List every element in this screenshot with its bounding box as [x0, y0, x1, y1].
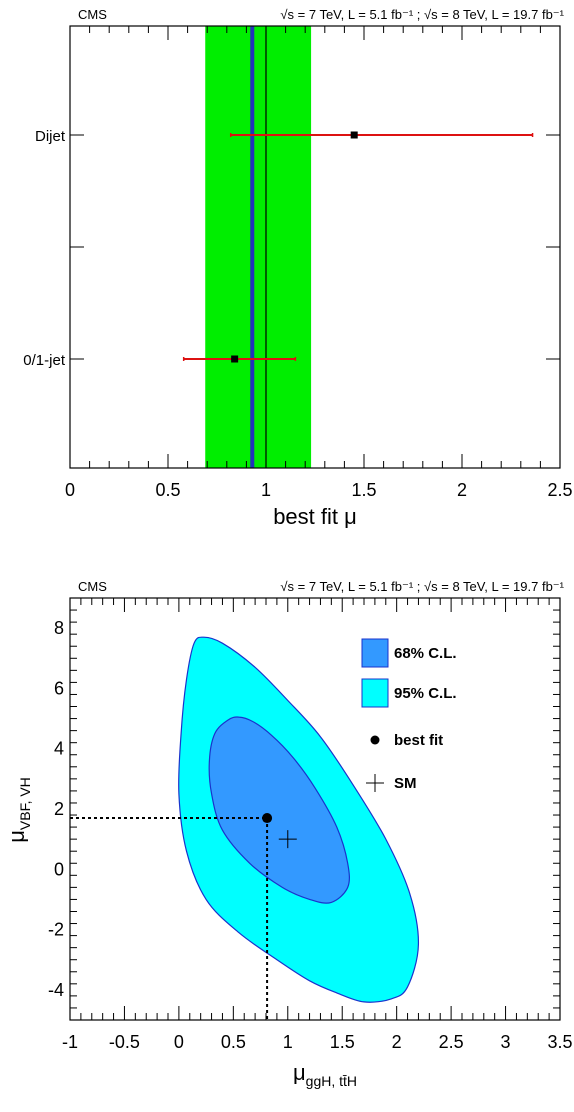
bottom-x-tick-label: 0 [174, 1032, 184, 1052]
top-x-tick-label: 1.5 [351, 480, 376, 500]
legend-swatch-best-fit [370, 735, 380, 745]
top-x-tick-label: 1 [261, 480, 271, 500]
bottom-x-tick-label: 1.5 [330, 1032, 355, 1052]
bottom-y-axis-label: μVBF, VH [4, 777, 33, 843]
best-fit-marker [262, 813, 273, 824]
top-x-tick-label: 2.5 [547, 480, 572, 500]
bottom-y-tick-label: 4 [54, 739, 64, 759]
legend-swatch-95cl [361, 678, 389, 708]
bottom-x-tick-label: -0.5 [109, 1032, 140, 1052]
bottom-y-tick-label: 0 [54, 859, 64, 879]
legend-label-sm: SM [394, 775, 417, 792]
bottom-plot-frame [69, 597, 561, 1021]
bottom-x-tick-label: 0.5 [221, 1032, 246, 1052]
bottom-y-tick-label: 6 [54, 678, 64, 698]
bottom-y-tick-label: -4 [48, 980, 64, 1000]
bottom-x-tick-label: 2 [392, 1032, 402, 1052]
combined-uncertainty-band [205, 26, 312, 468]
legend-label-95-c-l: 95% C.L. [394, 685, 457, 702]
top-x-tick-label: 0 [65, 480, 75, 500]
bottom-y-axis-subscript: VBF, VH [17, 777, 33, 830]
bottom-y-axis-mu: μ [4, 830, 29, 843]
top-cms-label: CMS [78, 7, 107, 22]
legend-label-best-fit: best fit [394, 732, 443, 749]
contour-68cl [208, 716, 350, 904]
top-x-tick-label: 0.5 [155, 480, 180, 500]
bottom-x-axis-mu: μ [293, 1060, 306, 1085]
category-label-01jet: 0/1-jet [23, 352, 66, 369]
legend-label-68-c-l: 68% C.L. [394, 645, 457, 662]
top-x-axis-label: best fit μ [273, 504, 357, 529]
bottom-x-tick-label: -1 [62, 1032, 78, 1052]
point-dijet [350, 131, 358, 139]
contour-panel: CMS √s = 7 TeV, L = 5.1 fb⁻¹ ; √s = 8 Te… [4, 579, 573, 1089]
category-label-dijet: Dijet [35, 128, 66, 145]
legend-swatch-68cl [361, 638, 389, 668]
bottom-y-tick-label: 2 [54, 799, 64, 819]
bottom-x-axis-label: μggH, tt̄H [293, 1060, 357, 1089]
bottom-luminosity-label: √s = 7 TeV, L = 5.1 fb⁻¹ ; √s = 8 TeV, L… [280, 579, 564, 594]
top-x-tick-label: 2 [457, 480, 467, 500]
bottom-x-tick-label: 3.5 [547, 1032, 572, 1052]
bottom-x-axis-subscript: ggH, tt̄H [306, 1073, 357, 1089]
summary-panel: CMS √s = 7 TeV, L = 5.1 fb⁻¹ ; √s = 8 Te… [23, 7, 572, 529]
bottom-y-tick-label: 8 [54, 618, 64, 638]
bottom-x-tick-label: 3 [501, 1032, 511, 1052]
top-luminosity-label: √s = 7 TeV, L = 5.1 fb⁻¹ ; √s = 8 TeV, L… [280, 7, 564, 22]
bottom-x-tick-label: 2.5 [439, 1032, 464, 1052]
bottom-y-tick-label: -2 [48, 920, 64, 940]
bottom-cms-label: CMS [78, 579, 107, 594]
point-01jet [231, 355, 239, 363]
top-plot-frame [69, 25, 561, 469]
bottom-x-tick-label: 1 [283, 1032, 293, 1052]
